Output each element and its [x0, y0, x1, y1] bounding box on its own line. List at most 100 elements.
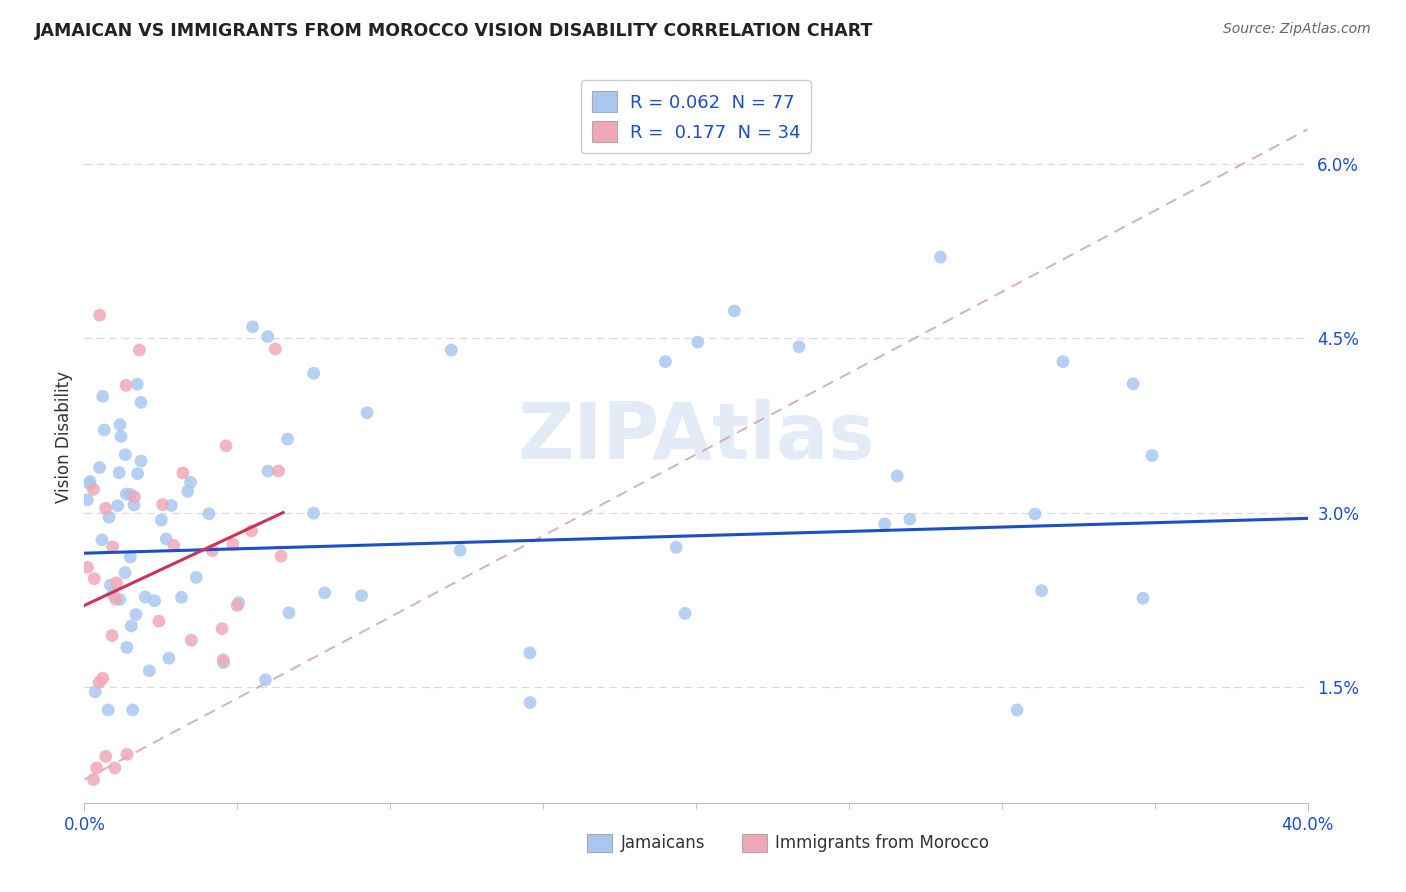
Point — [107, 499, 129, 513]
Point — [127, 467, 149, 481]
Point — [114, 448, 136, 462]
Point — [257, 464, 280, 478]
Point — [83, 772, 105, 787]
Point — [97, 703, 120, 717]
Point — [94, 749, 117, 764]
Text: JAMAICAN VS IMMIGRANTS FROM MOROCCO VISION DISABILITY CORRELATION CHART: JAMAICAN VS IMMIGRANTS FROM MOROCCO VISI… — [35, 22, 873, 40]
Text: Immigrants from Morocco: Immigrants from Morocco — [776, 834, 990, 852]
Point — [686, 335, 709, 350]
Point — [186, 570, 208, 584]
Point — [89, 308, 111, 322]
Point — [267, 464, 290, 478]
Point — [115, 640, 138, 655]
Point — [104, 761, 127, 775]
Point — [115, 487, 138, 501]
Point — [1140, 449, 1163, 463]
Point — [148, 614, 170, 628]
Y-axis label: Vision Disability: Vision Disability — [55, 371, 73, 503]
Point — [108, 592, 131, 607]
Point — [314, 586, 336, 600]
Point — [180, 633, 202, 648]
Point — [172, 466, 194, 480]
Point — [127, 377, 149, 392]
Point — [673, 607, 696, 621]
Point — [264, 342, 287, 356]
Point — [124, 490, 146, 504]
Point — [115, 747, 138, 762]
Text: ZIPAtlas: ZIPAtlas — [517, 399, 875, 475]
Point — [98, 510, 121, 524]
Point — [157, 651, 180, 665]
Point — [86, 761, 108, 775]
Point — [654, 354, 676, 368]
Point — [278, 606, 301, 620]
Point — [1122, 376, 1144, 391]
Legend: R = 0.062  N = 77, R =  0.177  N = 34: R = 0.062 N = 77, R = 0.177 N = 34 — [581, 80, 811, 153]
Point — [1005, 703, 1028, 717]
Point — [93, 423, 115, 437]
Point — [76, 560, 98, 574]
Point — [302, 506, 325, 520]
Point — [134, 590, 156, 604]
Text: Jamaicans: Jamaicans — [621, 834, 706, 852]
Point — [120, 619, 142, 633]
Point — [519, 646, 541, 660]
Point — [90, 533, 112, 547]
Point — [84, 685, 107, 699]
Point — [91, 671, 114, 685]
Point — [108, 466, 131, 480]
Point — [76, 492, 98, 507]
Point — [1132, 591, 1154, 606]
Point — [98, 578, 121, 592]
Point — [150, 513, 173, 527]
Point — [160, 499, 183, 513]
Point — [83, 483, 105, 497]
Point — [129, 454, 152, 468]
Point — [79, 475, 101, 489]
Point — [114, 566, 136, 580]
Point — [222, 537, 245, 551]
Point — [104, 592, 127, 607]
Point — [356, 406, 378, 420]
Point — [155, 532, 177, 546]
Point — [129, 395, 152, 409]
Point — [1024, 507, 1046, 521]
Point — [240, 524, 263, 538]
Point — [270, 549, 292, 564]
Point — [787, 340, 810, 354]
Point — [1031, 583, 1053, 598]
Point — [101, 629, 124, 643]
Point — [198, 507, 221, 521]
Point — [170, 591, 193, 605]
Point — [128, 343, 150, 357]
Point — [302, 366, 325, 380]
Point — [138, 664, 160, 678]
Point — [94, 501, 117, 516]
Point — [929, 250, 952, 264]
Point — [226, 599, 249, 613]
Point — [201, 543, 224, 558]
Point — [440, 343, 463, 357]
Point — [228, 596, 250, 610]
Point — [87, 675, 110, 690]
Point — [83, 572, 105, 586]
Point — [176, 484, 198, 499]
Point — [120, 487, 142, 501]
Point — [121, 703, 143, 717]
Point — [1052, 354, 1074, 368]
Point — [350, 589, 373, 603]
Point — [110, 429, 132, 443]
Point — [886, 469, 908, 483]
Point — [91, 389, 114, 403]
Point — [873, 516, 896, 531]
Point — [120, 549, 142, 564]
Point — [125, 607, 148, 622]
Point — [143, 593, 166, 607]
Point — [449, 543, 471, 558]
Point — [108, 417, 131, 432]
Point — [122, 498, 145, 512]
Point — [215, 439, 238, 453]
Point — [79, 476, 101, 491]
Point — [519, 696, 541, 710]
Point — [179, 475, 201, 490]
